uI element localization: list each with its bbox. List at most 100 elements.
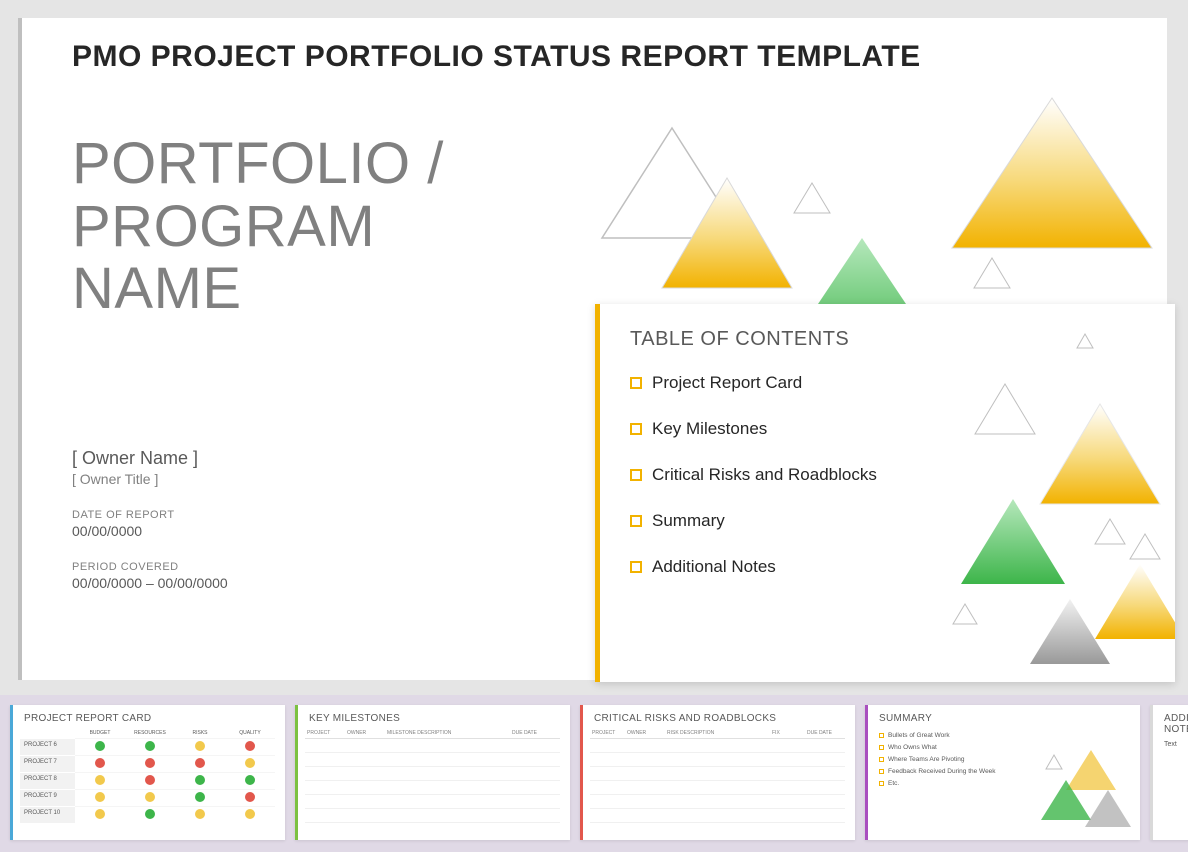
status-dot-icon <box>145 741 155 751</box>
status-cell <box>175 806 225 823</box>
table-cell <box>665 781 770 795</box>
date-label: DATE OF REPORT <box>72 509 228 521</box>
status-dot-icon <box>195 741 205 751</box>
status-dot-icon <box>145 775 155 785</box>
table-cell <box>385 739 510 753</box>
period-value: 00/00/0000 – 00/00/0000 <box>72 575 228 591</box>
thumbnail-summary[interactable]: SUMMARYBullets of Great WorkWho Owns Wha… <box>865 705 1140 840</box>
table-column-header: OWNER <box>625 728 665 739</box>
thumb-accent-border <box>295 705 298 840</box>
square-bullet-icon <box>879 733 884 738</box>
main-title: PMO PROJECT PORTFOLIO STATUS REPORT TEMP… <box>72 40 921 74</box>
table-cell <box>510 795 560 809</box>
toc-slide: TABLE OF CONTENTS Project Report Card Key… <box>595 304 1175 682</box>
thumbnail-additional-notes[interactable]: ADDITIONAL NOTESText <box>1150 705 1188 840</box>
status-dot-icon <box>195 792 205 802</box>
status-cell <box>225 806 275 823</box>
date-value: 00/00/0000 <box>72 523 228 539</box>
toc-item-label: Summary <box>652 511 725 531</box>
toc-item: Key Milestones <box>630 419 1145 439</box>
thumbnail-key-milestones[interactable]: KEY MILESTONESPROJECTOWNERMILESTONE DESC… <box>295 705 570 840</box>
table-cell <box>305 795 345 809</box>
status-dot-icon <box>245 809 255 819</box>
table-cell <box>770 753 805 767</box>
table-cell <box>385 781 510 795</box>
status-dot-icon <box>195 809 205 819</box>
status-cell <box>75 806 125 823</box>
toc-item: Additional Notes <box>630 557 1145 577</box>
table-row-label: PROJECT 8 <box>20 772 75 789</box>
square-bullet-icon <box>879 745 884 750</box>
summary-item: Bullets of Great Work <box>879 732 1126 739</box>
square-bullet-icon <box>630 561 642 573</box>
table-cell <box>665 753 770 767</box>
table-column-header: PROJECT <box>590 728 625 739</box>
status-cell <box>175 755 225 772</box>
thumbnail-report-card[interactable]: PROJECT REPORT CARDBUDGETRESOURCESRISKSQ… <box>10 705 285 840</box>
status-dot-icon <box>245 758 255 768</box>
table-cell <box>305 809 345 823</box>
table-cell <box>590 753 625 767</box>
table-cell <box>305 753 345 767</box>
table-cell <box>665 809 770 823</box>
table-column-header: RISKS <box>175 728 225 738</box>
milestones-table: PROJECTOWNERMILESTONE DESCRIPTIONDUE DAT… <box>295 728 570 823</box>
toc-item-label: Key Milestones <box>652 419 767 439</box>
table-cell <box>805 753 845 767</box>
thumbnail-critical-risks[interactable]: CRITICAL RISKS AND ROADBLOCKSPROJECTOWNE… <box>580 705 855 840</box>
table-cell <box>345 739 385 753</box>
status-cell <box>225 789 275 806</box>
thumb-accent-border <box>10 705 13 840</box>
table-cell <box>510 781 560 795</box>
owner-name: [ Owner Name ] <box>72 448 228 469</box>
table-row-label: PROJECT 7 <box>20 755 75 772</box>
table-cell <box>805 809 845 823</box>
thumb-title: ADDITIONAL NOTES <box>1150 705 1188 739</box>
status-cell <box>75 755 125 772</box>
status-dot-icon <box>245 741 255 751</box>
table-column-header: RESOURCES <box>125 728 175 738</box>
table-cell <box>770 809 805 823</box>
status-dot-icon <box>95 741 105 751</box>
summary-item-label: Etc. <box>888 780 899 787</box>
square-bullet-icon <box>630 469 642 481</box>
table-cell <box>625 795 665 809</box>
table-cell <box>345 781 385 795</box>
thumbnail-strip: PROJECT REPORT CARDBUDGETRESOURCESRISKSQ… <box>0 695 1188 852</box>
table-cell <box>625 781 665 795</box>
table-cell <box>665 739 770 753</box>
table-cell <box>345 767 385 781</box>
table-cell <box>305 781 345 795</box>
square-bullet-icon <box>879 769 884 774</box>
table-row-label: PROJECT 6 <box>20 738 75 755</box>
summary-item-label: Who Owns What <box>888 744 937 751</box>
toc-item-label: Project Report Card <box>652 373 802 393</box>
status-cell <box>125 806 175 823</box>
status-cell <box>125 789 175 806</box>
status-cell <box>225 755 275 772</box>
table-cell <box>805 739 845 753</box>
toc-title: TABLE OF CONTENTS <box>630 328 1145 351</box>
table-row-label: PROJECT 10 <box>20 806 75 823</box>
status-dot-icon <box>195 775 205 785</box>
table-cell <box>770 781 805 795</box>
status-cell <box>125 755 175 772</box>
status-dot-icon <box>95 809 105 819</box>
summary-item-label: Bullets of Great Work <box>888 732 950 739</box>
status-cell <box>125 772 175 789</box>
status-cell <box>225 738 275 755</box>
table-cell <box>590 739 625 753</box>
thumb-title: PROJECT REPORT CARD <box>10 705 285 728</box>
toc-item: Critical Risks and Roadblocks <box>630 465 1145 485</box>
table-cell <box>805 781 845 795</box>
table-cell <box>805 795 845 809</box>
owner-block: [ Owner Name ] [ Owner Title ] DATE OF R… <box>72 448 228 591</box>
notes-text: Text <box>1150 739 1188 750</box>
status-cell <box>175 772 225 789</box>
table-cell <box>385 795 510 809</box>
toc-item-label: Critical Risks and Roadblocks <box>652 465 877 485</box>
program-name-line2: PROGRAM <box>72 196 444 259</box>
table-cell <box>385 753 510 767</box>
table-cell <box>345 795 385 809</box>
status-dot-icon <box>95 758 105 768</box>
